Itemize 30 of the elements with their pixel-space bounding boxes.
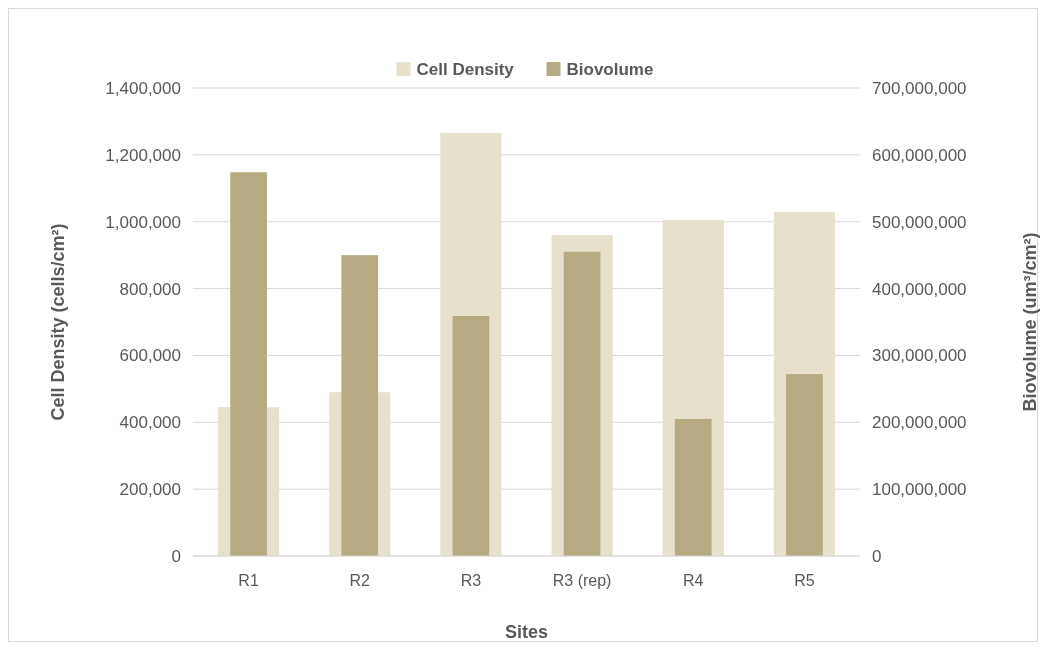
y2-tick-label: 700,000,000 (872, 78, 967, 98)
y-axis-title: Cell Density (cells/cm²) (48, 223, 68, 421)
y2-tick-label: 200,000,000 (872, 413, 967, 433)
bar (674, 418, 712, 556)
y-tick-label: 1,200,000 (105, 145, 181, 165)
y2-tick-label: 100,000,000 (872, 480, 967, 500)
y-tick-label: 800,000 (119, 279, 181, 299)
y-tick-label: 1,400,000 (105, 78, 181, 98)
legend-label: Biovolume (566, 59, 654, 79)
legend-label: Cell Density (416, 59, 515, 79)
bar (452, 315, 490, 556)
y2-tick-label: 400,000,000 (872, 279, 967, 299)
y2-tick-label: 300,000,000 (872, 346, 967, 366)
y2-axis-title: Biovolume (um³/cm²) (1020, 232, 1040, 412)
y2-tick-label: 600,000,000 (872, 145, 967, 165)
y-tick-label: 1,000,000 (105, 212, 181, 232)
y-tick-label: 200,000 (119, 480, 181, 500)
bar (786, 374, 823, 556)
x-tick-label: R2 (349, 572, 371, 589)
x-tick-label: R3 (rep) (552, 572, 612, 589)
y2-tick-label: 0 (872, 546, 882, 566)
x-tick-label: R5 (794, 572, 815, 589)
x-axis-title: Sites (504, 622, 549, 642)
x-tick-label: R1 (238, 572, 259, 589)
y2-tick-label: 500,000,000 (872, 212, 967, 232)
y-tick-label: 0 (171, 546, 181, 566)
y-tick-label: 400,000 (119, 413, 181, 433)
y-tick-label: 600,000 (119, 346, 181, 366)
x-tick-label: R3 (460, 572, 482, 589)
x-tick-label: R4 (683, 572, 704, 589)
